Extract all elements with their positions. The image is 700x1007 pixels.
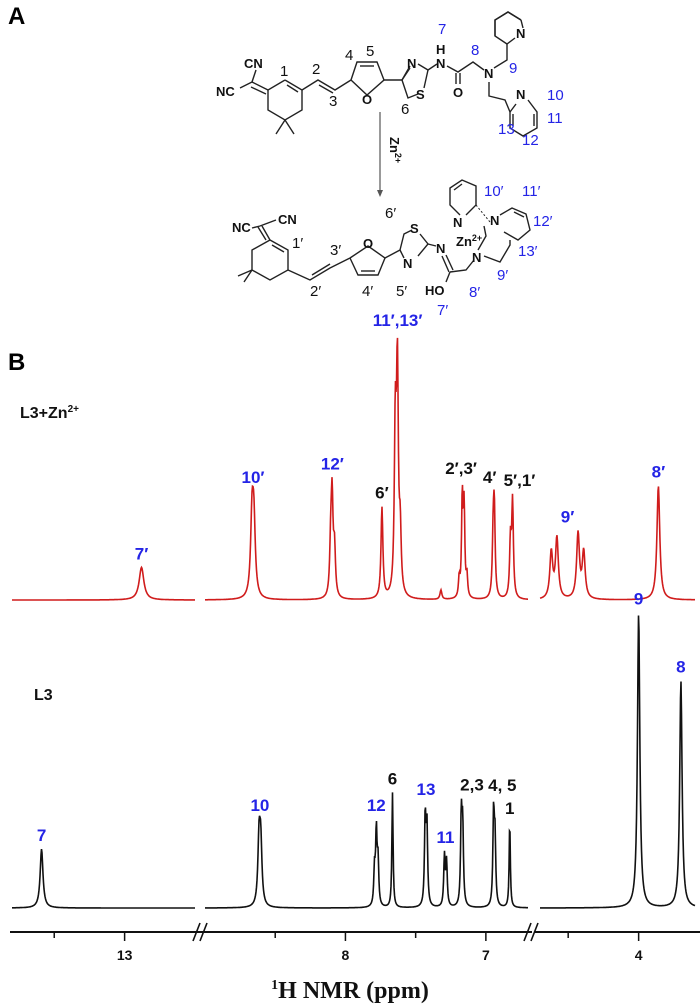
atom-n-pyridine-1: N: [516, 26, 525, 41]
label-12: 12: [522, 132, 539, 149]
atom-cn: CN: [244, 56, 263, 71]
axis-break-mark: [199, 922, 208, 942]
peak-label: 9: [634, 590, 643, 609]
peak-label: 7′: [135, 544, 149, 563]
peak-label: 10: [250, 796, 269, 815]
cyclohexene-ring: [251, 239, 289, 281]
peak-label: 12′: [321, 455, 344, 474]
tick-label: 4: [635, 947, 643, 963]
label-3: 3: [329, 93, 337, 110]
spectrum-l3: 7 10 126 13 11 2,3 4, 5 1 9 8: [12, 590, 696, 909]
label-8p: 8′: [469, 284, 480, 301]
label-13: 13: [498, 121, 515, 138]
atom-n-pyridine-2: N: [490, 213, 499, 228]
peak-label: 12: [367, 796, 386, 815]
axis-break-mark: [530, 922, 539, 942]
cyclohexene-ring: [267, 79, 303, 121]
peak-label: 11: [437, 828, 455, 847]
peak-label: 7: [37, 826, 46, 845]
label-11: 11: [547, 110, 563, 127]
x-axis: 13 8 7 4: [10, 922, 700, 963]
label-12p: 12′: [533, 213, 553, 230]
atom-o-carbonyl: O: [453, 85, 463, 100]
atom-o-furan: O: [362, 92, 372, 107]
atom-n-thiazole: N: [407, 56, 416, 71]
atom-n-imine: N: [436, 241, 445, 256]
zinc-ion: Zn2+: [456, 233, 482, 249]
label-1: 1: [280, 63, 288, 80]
label-9p: 9′: [497, 267, 508, 284]
peak-label: 6: [388, 769, 397, 788]
peak-label: 8′: [652, 463, 666, 482]
tick-label: 13: [117, 947, 133, 963]
atom-n-amine: N: [484, 66, 493, 81]
tick-label: 7: [482, 947, 490, 963]
label-7p: 7′: [437, 302, 448, 319]
atom-o-furan: O: [363, 236, 373, 251]
spectrum-segment: [205, 792, 528, 909]
peak-label: 8: [676, 658, 685, 677]
spectra: 7′ 10′ 12′ 6′ 11′,13′ 2′,3′ 4′ 5′,1′ 9′ 8′ 7 10 126 1…: [12, 311, 696, 909]
peak-label: 9′: [561, 507, 575, 526]
atom-s-thiazole: S: [416, 87, 425, 102]
peak-label: 2,3: [460, 776, 484, 795]
atom-ho: HO: [425, 283, 445, 298]
label-2p: 2′: [310, 283, 321, 300]
spectrum-segment: [12, 848, 195, 909]
label-4p: 4′: [362, 283, 373, 300]
panel-label-b: B: [8, 349, 25, 376]
label-10: 10: [547, 87, 564, 104]
label-6p: 6′: [385, 205, 396, 222]
label-4: 4: [345, 47, 353, 64]
ligand-structure: CN NC O N S H N O N N: [216, 11, 564, 149]
axis-break-mark: [523, 922, 532, 942]
x-axis-title: 1H NMR (ppm): [271, 978, 429, 1004]
peak-label: 6′: [375, 483, 389, 502]
atom-nc: NC: [232, 220, 251, 235]
spectrum-segment: [205, 337, 528, 601]
label-10p: 10′: [484, 183, 504, 200]
spectrum-segment: [539, 486, 695, 601]
spectrum-segment: [540, 615, 696, 909]
atom-nh-h: H: [436, 42, 445, 57]
spectrum-l3-zn: 7′ 10′ 12′ 6′ 11′,13′ 2′,3′ 4′ 5′,1′ 9′ 8′: [12, 311, 695, 601]
label-6: 6: [401, 101, 409, 118]
atom-nc: NC: [216, 84, 235, 99]
label-1p: 1′: [292, 235, 303, 252]
peak-label: 11′,13′: [373, 311, 423, 330]
atom-n-thiazole: N: [403, 256, 412, 271]
reaction-arrow: Zn2+: [377, 112, 403, 197]
complex-structure: NC CN O S N N HO N N N Zn2+ 1′: [232, 179, 553, 319]
spectrum-segment: [12, 565, 195, 601]
peak-label: 5′,1′: [504, 471, 536, 490]
label-8: 8: [471, 42, 479, 59]
label-5: 5: [366, 43, 374, 60]
label-5p: 5′: [396, 283, 407, 300]
peak-label: 2′,3′: [445, 459, 477, 478]
atom-cn: CN: [278, 212, 297, 227]
peak-label: 1: [505, 799, 514, 818]
atom-n-pyridine-1: N: [453, 215, 462, 230]
label-9: 9: [509, 60, 517, 77]
tick-label: 8: [342, 947, 350, 963]
peak-label: 4, 5: [488, 776, 516, 795]
series-label-l3: L3: [34, 687, 53, 704]
peak-label: 13: [417, 780, 436, 799]
series-label-l3-zn: L3+Zn2+: [20, 404, 79, 422]
peak-label: 10′: [242, 468, 265, 487]
atom-nh-n: N: [436, 56, 445, 71]
label-13p: 13′: [518, 243, 538, 260]
atom-s-thiazole: S: [410, 221, 419, 236]
label-3p: 3′: [330, 242, 341, 259]
panel-label-a: A: [8, 3, 25, 30]
atom-n-pyridine-2: N: [516, 87, 525, 102]
axis-break-mark: [192, 922, 201, 942]
atom-n-amine: N: [472, 250, 481, 265]
label-7: 7: [438, 21, 446, 38]
peak-label: 4′: [483, 468, 497, 487]
reagent-zn: Zn2+: [387, 137, 403, 163]
label-11p: 11′: [522, 183, 541, 200]
label-2: 2: [312, 61, 320, 78]
